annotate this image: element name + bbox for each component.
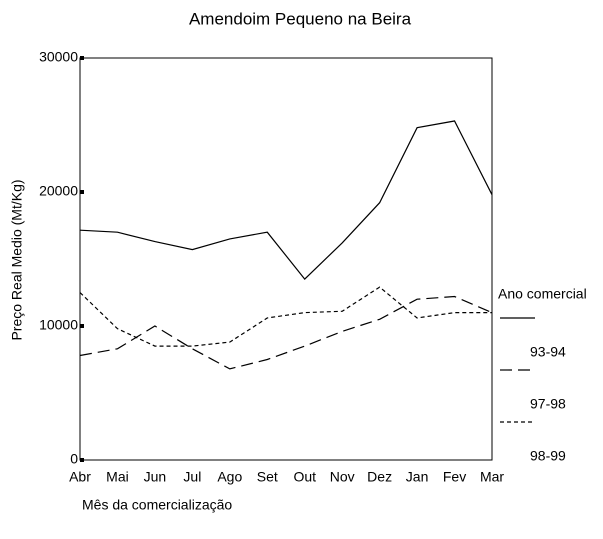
legend-label: 93-94 xyxy=(530,344,566,360)
x-axis-label: Mês da comercialização xyxy=(82,497,232,513)
legend-title: Ano comercial xyxy=(498,286,587,302)
y-tick-label: 0 xyxy=(70,451,78,467)
x-tick-label: Set xyxy=(257,469,278,485)
x-tick-label: Abr xyxy=(69,469,91,485)
x-tick-label: Jul xyxy=(183,469,201,485)
series-line xyxy=(79,286,492,347)
x-tick-label: Out xyxy=(293,469,316,485)
x-tick-label: Jun xyxy=(144,469,167,485)
x-tick-label: Nov xyxy=(330,469,355,485)
series-line xyxy=(79,120,493,280)
y-axis-label: Preço Real Medio (Mt/Kg) xyxy=(9,179,25,340)
chart-title: Amendoim Pequeno na Beira xyxy=(189,9,412,28)
y-tick-label: 30000 xyxy=(39,49,78,65)
plot-frame xyxy=(79,57,493,461)
series-line xyxy=(79,295,493,370)
y-tick-label: 20000 xyxy=(39,183,78,199)
x-tick-label: Mar xyxy=(480,469,504,485)
legend-label: 98-99 xyxy=(530,448,566,464)
y-tick-label: 10000 xyxy=(39,317,78,333)
x-tick-label: Jan xyxy=(406,469,429,485)
x-tick-label: Dez xyxy=(367,469,392,485)
legend-label: 97-98 xyxy=(530,396,566,412)
x-tick-label: Mai xyxy=(106,469,129,485)
x-tick-label: Ago xyxy=(217,469,242,485)
x-tick-label: Fev xyxy=(443,469,466,485)
